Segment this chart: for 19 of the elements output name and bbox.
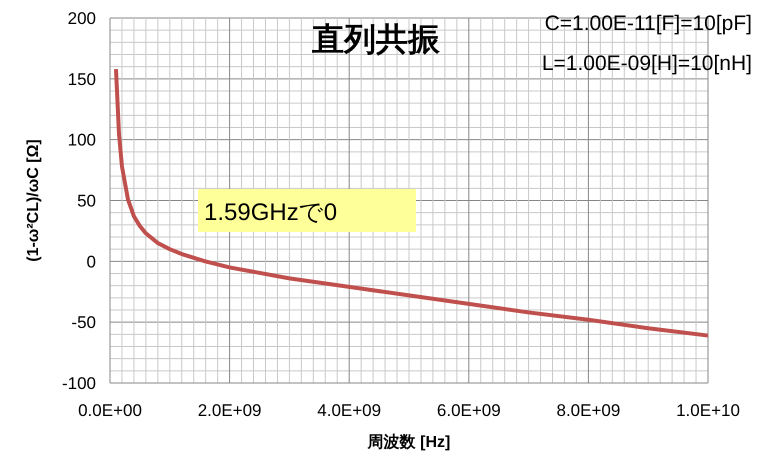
annotation: 1.59GHzで0 bbox=[204, 199, 338, 226]
y-tick-label: 50 bbox=[77, 192, 96, 210]
y-tick-label: 100 bbox=[68, 130, 96, 150]
y-tick-label: 150 bbox=[68, 70, 96, 89]
x-tick-label: 4.0E+09 bbox=[317, 401, 382, 420]
y-tick-label: 0 bbox=[86, 252, 96, 272]
y-tick-label: 200 bbox=[68, 9, 96, 28]
x-tick-label: 1.0E+10 bbox=[676, 401, 740, 420]
chart-title: 直列共振 bbox=[311, 21, 441, 57]
x-axis-title: 周波数 [Hz] bbox=[366, 433, 450, 451]
y-axis-title: (1-ω²CL)/ωC [Ω] bbox=[25, 139, 42, 262]
x-tick-label: 2.0E+09 bbox=[198, 401, 262, 420]
annotation: C=1.00E-11[F]=10[pF] bbox=[544, 12, 752, 35]
y-tick-label: -50 bbox=[71, 313, 96, 332]
annotation: L=1.00E-09[H]=10[nH] bbox=[542, 52, 752, 75]
x-tick-label: 6.0E+09 bbox=[436, 401, 501, 420]
x-tick-label: 8.0E+09 bbox=[556, 401, 620, 420]
y-tick-label: -100 bbox=[62, 374, 96, 393]
x-tick-label: 0.0E+00 bbox=[78, 401, 142, 420]
